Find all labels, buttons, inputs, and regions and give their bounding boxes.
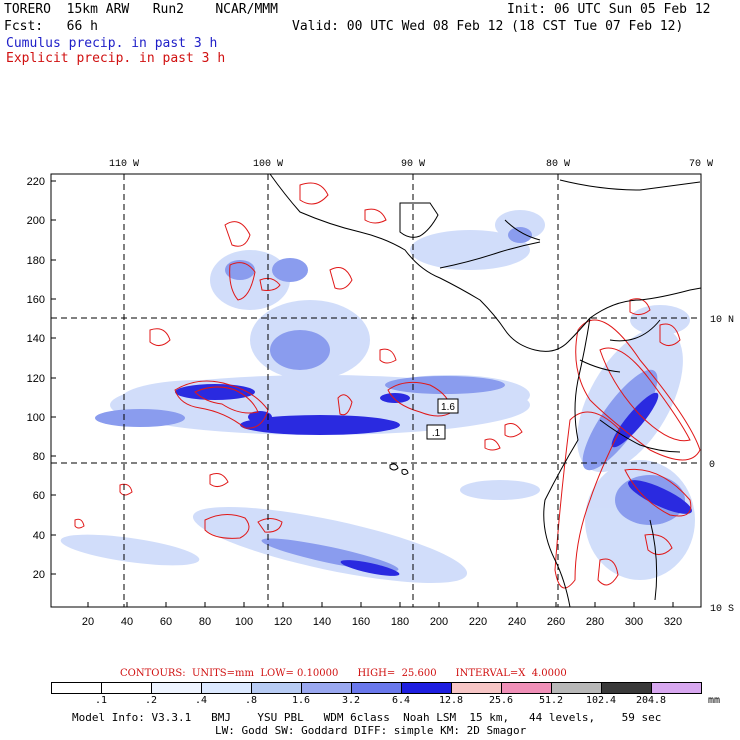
precip-map: 110 W 100 W 90 W 80 W 70 W 10 N 0 10 S 2… [27, 159, 734, 628]
x-tick: 80 [199, 616, 211, 628]
scale-swatch [352, 683, 402, 693]
scale-label: 3.2 [341, 695, 361, 706]
lon-label: 80 W [546, 159, 570, 170]
scale-unit: mm [707, 695, 721, 706]
lon-label: 70 W [689, 159, 713, 170]
x-tick: 220 [469, 616, 487, 628]
x-tick: 240 [508, 616, 526, 628]
y-tick: 80 [33, 451, 45, 463]
x-tick: 160 [352, 616, 370, 628]
lat-label: 10 S [710, 604, 734, 615]
legend-cumulus: Cumulus precip. in past 3 h [6, 36, 218, 51]
lon-label: 110 W [109, 159, 139, 170]
scale-swatch [152, 683, 202, 693]
scale-label: 1.6 [291, 695, 311, 706]
scale-label: .2 [144, 695, 158, 706]
lat-lon-grid [51, 174, 701, 607]
scale-swatch [452, 683, 502, 693]
valid-time: Valid: 00 UTC Wed 08 Feb 12 (18 CST Tue … [292, 19, 684, 34]
scale-swatch [402, 683, 452, 693]
scale-swatch [652, 683, 701, 693]
x-tick: 280 [586, 616, 604, 628]
y-tick: 160 [27, 294, 45, 306]
contour-info: CONTOURS: UNITS=mm LOW= 0.10000 HIGH= 25… [120, 668, 567, 679]
lon-label: 90 W [401, 159, 425, 170]
x-tick: 40 [121, 616, 133, 628]
x-tick: 180 [391, 616, 409, 628]
x-tick: 260 [547, 616, 565, 628]
lon-label: 100 W [253, 159, 283, 170]
x-tick: 300 [625, 616, 643, 628]
y-tick: 180 [27, 255, 45, 267]
x-tick: 20 [82, 616, 94, 628]
scale-swatch [502, 683, 552, 693]
x-tick: 120 [274, 616, 292, 628]
min-value-box: .1 [426, 424, 446, 440]
model-title: TORERO 15km ARW Run2 NCAR/MMM [4, 2, 278, 17]
scale-swatch [102, 683, 152, 693]
max-value-box: 1.6 [437, 398, 459, 414]
physics-info: LW: Godd SW: Goddard DIFF: simple KM: 2D… [215, 724, 527, 737]
explicit-precip-contours [74, 182, 701, 589]
svg-text:1.6: 1.6 [441, 402, 455, 413]
color-scale [51, 682, 702, 694]
x-tick: 320 [664, 616, 682, 628]
y-tick: 220 [27, 176, 45, 188]
y-tick: 200 [27, 215, 45, 227]
precip-heavy-shading [175, 384, 692, 576]
y-tick: 140 [27, 333, 45, 345]
x-tick: 60 [160, 616, 172, 628]
y-tick: 60 [33, 490, 45, 502]
scale-label: .1 [94, 695, 108, 706]
x-tick: 200 [430, 616, 448, 628]
scale-label: .4 [194, 695, 208, 706]
scale-label: 102.4 [585, 695, 617, 706]
y-tick: 100 [27, 412, 45, 424]
init-time: Init: 06 UTC Sun 05 Feb 12 [507, 2, 711, 17]
x-tick: 100 [235, 616, 253, 628]
y-tick: 20 [33, 569, 45, 581]
scale-swatch [602, 683, 652, 693]
scale-swatch [52, 683, 102, 693]
scale-label: 6.4 [391, 695, 411, 706]
coastlines [269, 173, 702, 608]
scale-label: .8 [244, 695, 258, 706]
y-tick: 40 [33, 530, 45, 542]
model-info: Model Info: V3.3.1 BMJ YSU PBL WDM 6clas… [72, 711, 662, 724]
x-tick: 140 [313, 616, 331, 628]
scale-label: 51.2 [538, 695, 564, 706]
scale-swatch [252, 683, 302, 693]
lat-label: 10 N [710, 315, 734, 326]
scale-label: 12.8 [438, 695, 464, 706]
scale-swatch [302, 683, 352, 693]
scale-label: 25.6 [488, 695, 514, 706]
scale-label: 204.8 [635, 695, 667, 706]
lat-label: 0 [709, 460, 715, 471]
legend-explicit: Explicit precip. in past 3 h [6, 51, 226, 66]
svg-text:.1: .1 [432, 428, 441, 439]
y-tick: 120 [27, 373, 45, 385]
scale-swatch [552, 683, 602, 693]
scale-swatch [202, 683, 252, 693]
forecast-hour: Fcst: 66 h [4, 19, 98, 34]
